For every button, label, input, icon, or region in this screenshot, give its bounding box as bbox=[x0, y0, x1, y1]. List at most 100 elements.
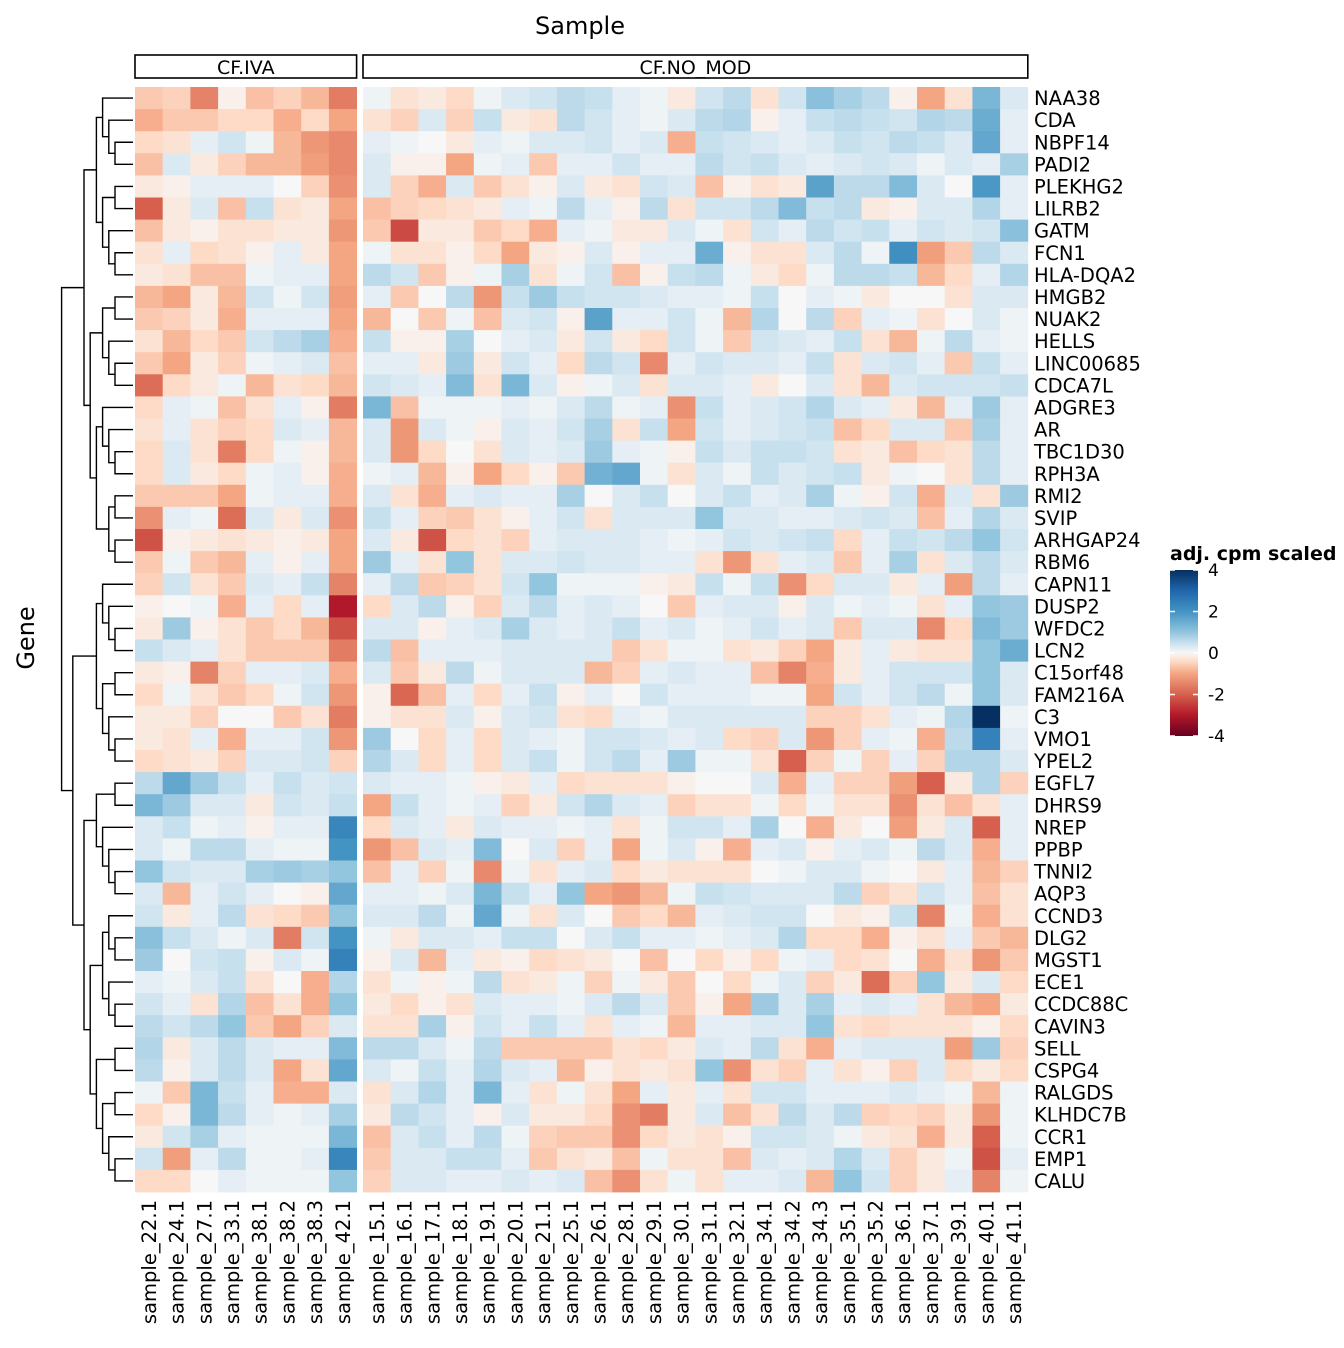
heatmap-cell bbox=[750, 506, 779, 530]
heatmap-cell bbox=[723, 153, 752, 176]
heatmap-cell bbox=[363, 993, 392, 1016]
heatmap-cell bbox=[556, 838, 585, 861]
heatmap-cell bbox=[473, 285, 502, 309]
heatmap-cell bbox=[218, 1059, 247, 1082]
heatmap-cell bbox=[162, 440, 191, 464]
sample-label: sample_37.1 bbox=[920, 1200, 943, 1324]
heatmap-cell bbox=[917, 109, 946, 132]
heatmap-cell bbox=[778, 1147, 807, 1171]
heatmap-cell bbox=[667, 683, 696, 707]
heatmap-cell bbox=[750, 1059, 779, 1082]
heatmap-cell bbox=[135, 794, 164, 817]
heatmap-cell bbox=[640, 219, 669, 243]
heatmap-cell bbox=[612, 750, 641, 773]
heatmap-cell bbox=[473, 1147, 502, 1171]
heatmap-cell bbox=[328, 529, 357, 552]
heatmap-cell bbox=[833, 153, 862, 176]
heatmap-cell bbox=[245, 639, 274, 662]
heatmap-cell bbox=[584, 352, 613, 375]
heatmap-cell bbox=[390, 1125, 419, 1149]
heatmap-cell bbox=[446, 816, 475, 839]
heatmap-cell bbox=[833, 529, 862, 552]
heatmap-cell bbox=[162, 595, 191, 618]
heatmap-cell bbox=[245, 772, 274, 795]
heatmap-cell bbox=[529, 241, 558, 265]
heatmap-cell bbox=[135, 727, 164, 751]
heatmap-cell bbox=[135, 926, 164, 950]
heatmap-cell bbox=[328, 197, 357, 220]
heatmap-cell bbox=[190, 1125, 219, 1149]
heatmap-cell bbox=[972, 263, 1001, 287]
heatmap-cell bbox=[190, 484, 219, 508]
heatmap-cell bbox=[723, 661, 752, 685]
gene-label: NREP bbox=[1034, 816, 1086, 839]
heatmap-cell bbox=[556, 109, 585, 132]
heatmap-cell bbox=[162, 1015, 191, 1038]
heatmap-cell bbox=[135, 705, 164, 729]
heatmap-cell bbox=[245, 374, 274, 397]
heatmap-cell bbox=[218, 1081, 247, 1104]
heatmap-cell bbox=[529, 131, 558, 154]
heatmap-cell bbox=[889, 993, 918, 1016]
heatmap-cell bbox=[861, 750, 890, 773]
heatmap-cell bbox=[529, 87, 558, 110]
heatmap-cell bbox=[750, 87, 779, 110]
sample-label: sample_20.1 bbox=[504, 1200, 527, 1324]
heatmap-cell bbox=[972, 87, 1001, 110]
heatmap-cell bbox=[446, 705, 475, 729]
heatmap-cell bbox=[972, 1147, 1001, 1171]
heatmap-cell bbox=[944, 374, 973, 397]
heatmap-cell bbox=[301, 131, 330, 154]
heatmap-cell bbox=[972, 374, 1001, 397]
heatmap-cell bbox=[501, 529, 530, 552]
heatmap-cell bbox=[446, 529, 475, 552]
heatmap-cell bbox=[273, 506, 302, 530]
heatmap-cell bbox=[135, 639, 164, 662]
heatmap-cell bbox=[584, 926, 613, 950]
heatmap-cell bbox=[750, 926, 779, 950]
heatmap-cell bbox=[418, 197, 447, 220]
heatmap-cell bbox=[833, 1037, 862, 1060]
heatmap-cell bbox=[301, 971, 330, 994]
heatmap-cell bbox=[778, 418, 807, 441]
heatmap-cell bbox=[584, 772, 613, 795]
heatmap-cell bbox=[162, 838, 191, 861]
heatmap-cell bbox=[778, 440, 807, 464]
heatmap-cell bbox=[584, 551, 613, 574]
heatmap-cell bbox=[667, 352, 696, 375]
heatmap-cell bbox=[390, 661, 419, 685]
heatmap-cell bbox=[806, 1147, 835, 1171]
heatmap-cell bbox=[972, 860, 1001, 883]
heatmap-cell bbox=[944, 705, 973, 729]
heatmap-cell bbox=[245, 330, 274, 353]
heatmap-cell bbox=[1000, 418, 1029, 441]
heatmap-cell bbox=[889, 727, 918, 751]
heatmap-cell bbox=[501, 263, 530, 287]
heatmap-cell bbox=[889, 683, 918, 707]
heatmap-cell bbox=[723, 308, 752, 331]
heatmap-cell bbox=[390, 683, 419, 707]
heatmap-cell bbox=[418, 838, 447, 861]
heatmap-cell bbox=[245, 551, 274, 574]
heatmap-cell bbox=[667, 462, 696, 486]
heatmap-cell bbox=[1000, 175, 1029, 198]
heatmap-cell bbox=[273, 440, 302, 464]
heatmap-cell bbox=[556, 529, 585, 552]
heatmap-cell bbox=[778, 617, 807, 640]
heatmap-cell bbox=[833, 263, 862, 287]
heatmap-cell bbox=[667, 1169, 696, 1193]
heatmap-cell bbox=[889, 860, 918, 883]
heatmap-cell bbox=[695, 948, 724, 972]
gene-label: NAA38 bbox=[1034, 87, 1101, 110]
heatmap-cell bbox=[218, 838, 247, 861]
heatmap-cell bbox=[390, 971, 419, 994]
heatmap-cell bbox=[162, 1037, 191, 1060]
heatmap-cell bbox=[363, 551, 392, 574]
heatmap-cell bbox=[917, 462, 946, 486]
heatmap-cell bbox=[889, 175, 918, 198]
heatmap-cell bbox=[972, 705, 1001, 729]
heatmap-cell bbox=[162, 263, 191, 287]
heatmap-cell bbox=[363, 197, 392, 220]
dendrogram-branch bbox=[114, 141, 133, 166]
heatmap-cell bbox=[245, 838, 274, 861]
